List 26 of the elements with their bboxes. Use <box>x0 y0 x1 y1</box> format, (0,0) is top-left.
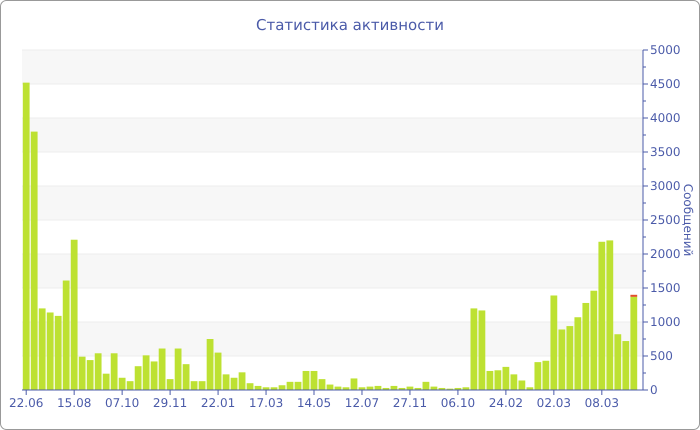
x-tick-label: 29.11 <box>152 396 188 410</box>
chart-title: Статистика активности <box>256 16 444 34</box>
x-tick-label: 22.01 <box>200 396 236 410</box>
x-tick-label: 17.03 <box>248 396 284 410</box>
y-axis-title: Сообщений <box>681 184 695 256</box>
y-tick-label: 3500 <box>650 145 681 160</box>
x-tick-label: 02.03 <box>536 396 572 410</box>
y-tick-label: 1000 <box>650 315 681 330</box>
y-tick-label: 4000 <box>650 111 681 126</box>
x-tick-label: 24.02 <box>488 396 524 410</box>
x-tick-label: 08.03 <box>584 396 620 410</box>
x-tick-label: 22.06 <box>9 396 44 410</box>
y-tick-label: 1500 <box>650 281 681 296</box>
x-tick-label: 07.10 <box>104 396 140 410</box>
x-tick-label: 06.10 <box>440 396 476 410</box>
y-tick-label: 500 <box>650 349 673 364</box>
x-tick-label: 15.08 <box>56 396 92 410</box>
y-tick-label: 2500 <box>650 213 681 228</box>
y-tick-label: 5000 <box>650 43 681 58</box>
y-tick-label: 4500 <box>650 77 681 92</box>
y-tick-label: 0 <box>650 383 658 398</box>
y-tick-label: 3000 <box>650 179 681 194</box>
y-tick-label: 2000 <box>650 247 681 262</box>
x-tick-label: 12.07 <box>344 396 380 410</box>
x-tick-label: 27.11 <box>392 396 428 410</box>
x-tick-label: 14.05 <box>296 396 332 410</box>
